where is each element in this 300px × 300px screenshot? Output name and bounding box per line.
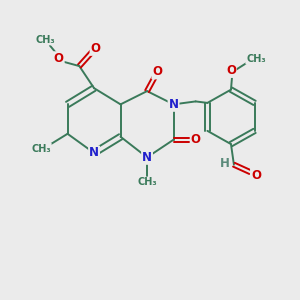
Text: N: N xyxy=(169,98,178,111)
Text: N: N xyxy=(89,146,99,159)
Text: O: O xyxy=(54,52,64,65)
Text: O: O xyxy=(91,42,100,55)
Text: O: O xyxy=(190,133,201,146)
Text: CH₃: CH₃ xyxy=(31,143,51,154)
Text: N: N xyxy=(142,151,152,164)
Text: CH₃: CH₃ xyxy=(137,177,157,188)
Text: CH₃: CH₃ xyxy=(36,34,55,45)
Text: H: H xyxy=(220,157,230,170)
Text: O: O xyxy=(226,64,236,77)
Text: CH₃: CH₃ xyxy=(246,54,266,64)
Text: O: O xyxy=(251,169,261,182)
Text: O: O xyxy=(152,65,162,79)
